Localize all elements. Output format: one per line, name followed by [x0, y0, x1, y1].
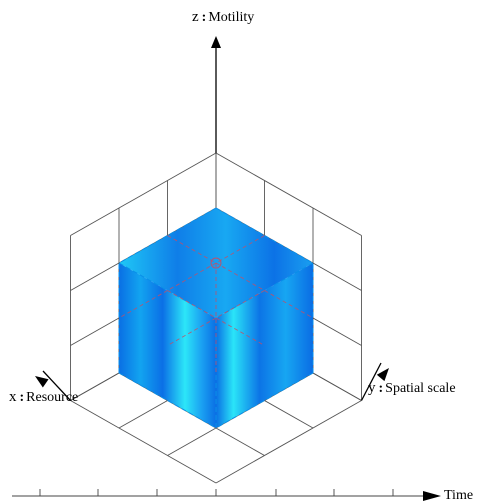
hidden-edge	[167, 317, 217, 346]
y-axis-line	[360, 362, 382, 401]
y-axis-label: y: Spatial scale	[368, 380, 456, 396]
grid-line	[215, 152, 362, 236]
cube-edge	[118, 372, 217, 429]
hidden-edge	[167, 290, 217, 319]
grid-line	[70, 400, 217, 484]
hidden-vertex-marker	[210, 257, 222, 269]
grid-line	[70, 152, 217, 236]
x-axis-label: x: Resource	[9, 389, 79, 405]
time-axis-label: Time	[444, 488, 474, 503]
axes	[35, 36, 389, 401]
hidden-edge	[167, 262, 217, 291]
hidden-edge	[215, 235, 265, 264]
time-axis	[12, 489, 441, 501]
x-axis-line	[42, 370, 71, 401]
x-axis-arrow-icon	[35, 376, 49, 388]
grid-line	[215, 400, 362, 484]
y-axis-arrow-icon	[376, 368, 389, 382]
cube-edge	[118, 207, 217, 264]
cube-edge	[215, 372, 314, 429]
hidden-edge	[215, 290, 265, 319]
hidden-edge	[215, 262, 265, 291]
hidden-edge	[167, 235, 217, 264]
hidden-edges	[118, 235, 314, 373]
z-axis-label: z: Motility	[192, 9, 255, 25]
cube-edge	[215, 207, 314, 264]
hidden-edge	[215, 317, 265, 346]
time-axis-arrow-icon	[423, 491, 441, 501]
hidden-edge	[264, 290, 314, 319]
hidden-edge	[118, 290, 168, 319]
z-axis-arrow-icon	[211, 36, 221, 48]
